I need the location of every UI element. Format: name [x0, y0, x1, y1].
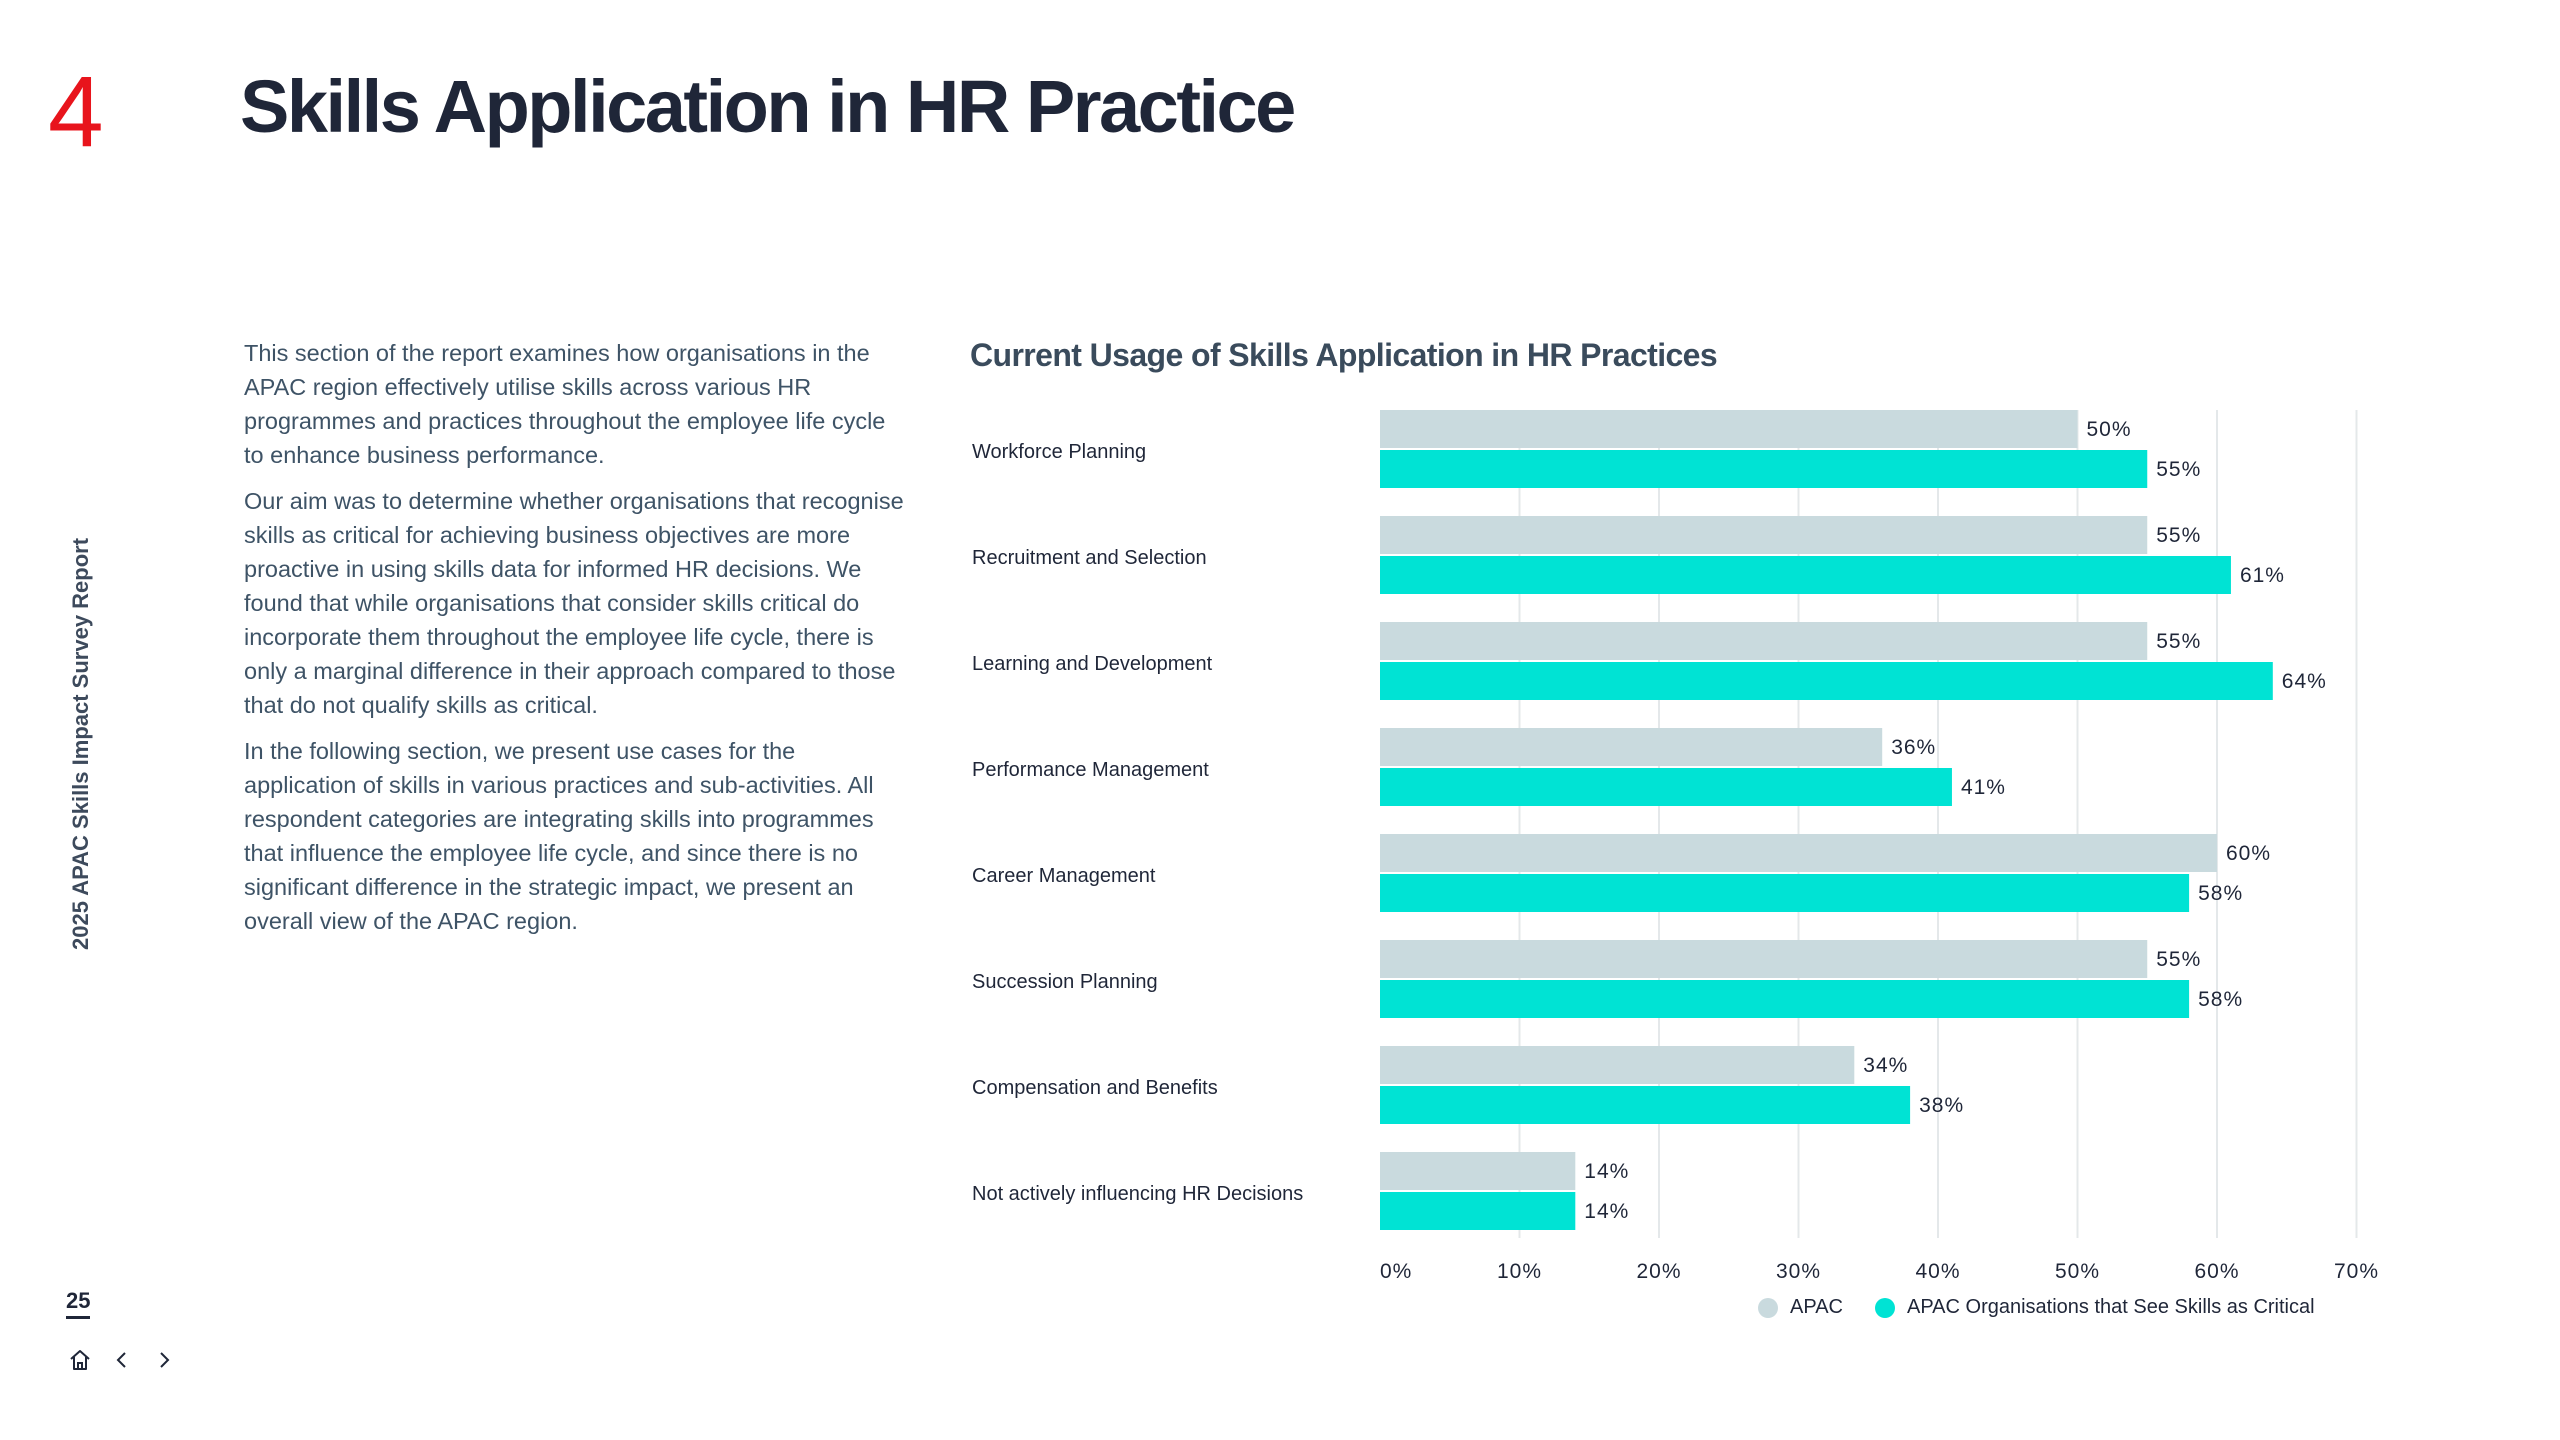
x-tick-label: 60% [2194, 1260, 2239, 1283]
intro-text: This section of the report examines how … [244, 336, 904, 950]
page-navigation [66, 1346, 178, 1374]
category-label: Performance Management [972, 759, 1209, 781]
data-label: 14% [1584, 1200, 1629, 1223]
home-icon[interactable] [66, 1346, 94, 1374]
data-label: 61% [2240, 564, 2285, 587]
data-label: 55% [2156, 524, 2201, 547]
bar-apac [1380, 1046, 1855, 1084]
bar-critical [1380, 662, 2273, 700]
x-tick-label: 30% [1776, 1260, 1821, 1283]
chevron-left-icon[interactable] [108, 1346, 136, 1374]
legend-label-critical: APAC Organisations that See Skills as Cr… [1906, 1296, 2315, 1318]
chevron-right-icon[interactable] [150, 1346, 178, 1374]
bar-apac [1380, 410, 2078, 448]
category-label: Recruitment and Selection [972, 547, 1207, 569]
data-label: 60% [2226, 842, 2271, 865]
bar-apac [1380, 834, 2217, 872]
bar-critical [1380, 450, 2148, 488]
legend-item-apac: APAC [1758, 1296, 1843, 1319]
bar-apac [1380, 516, 2148, 554]
data-label: 36% [1891, 736, 1936, 759]
bar-critical [1380, 556, 2231, 594]
x-tick-label: 20% [1636, 1260, 1681, 1283]
intro-paragraph: This section of the report examines how … [244, 340, 886, 468]
x-tick-label: 50% [2055, 1260, 2100, 1283]
section-number: 4 [48, 56, 104, 168]
bar-apac [1380, 728, 1883, 766]
bar-critical [1380, 768, 1952, 806]
category-label: Career Management [972, 865, 1156, 887]
page-number: 25 [66, 1290, 91, 1319]
page-title: Skills Application in HR Practice [240, 65, 1296, 148]
data-label: 41% [1961, 776, 2006, 799]
bar-critical [1380, 874, 2190, 912]
x-tick-label: 0% [1380, 1260, 1412, 1283]
x-tick-label: 40% [1915, 1260, 1960, 1283]
intro-paragraph: In the following section, we present use… [244, 738, 874, 934]
category-label: Succession Planning [972, 971, 1158, 993]
legend-swatch-apac [1758, 1297, 1778, 1318]
bar-critical [1380, 1192, 1576, 1230]
category-label: Learning and Development [972, 653, 1213, 675]
data-label: 55% [2156, 630, 2201, 653]
data-label: 50% [2087, 418, 2132, 441]
bar-apac [1380, 1152, 1576, 1190]
x-tick-label: 70% [2334, 1260, 2379, 1283]
category-label: Compensation and Benefits [972, 1077, 1218, 1099]
data-label: 38% [1919, 1094, 1964, 1117]
data-label: 58% [2198, 988, 2243, 1011]
data-label: 64% [2282, 670, 2327, 693]
data-label: 55% [2156, 948, 2201, 971]
data-label: 34% [1863, 1054, 1908, 1077]
chart-legend: APAC APAC Organisations that See Skills … [1758, 1296, 2335, 1319]
data-label: 55% [2156, 458, 2201, 481]
category-label: Workforce Planning [972, 441, 1146, 463]
data-label: 58% [2198, 882, 2243, 905]
category-label: Not actively influencing HR Decisions [972, 1183, 1303, 1205]
data-label: 14% [1584, 1160, 1629, 1183]
legend-swatch-critical [1874, 1297, 1895, 1318]
legend-item-critical: APAC Organisations that See Skills as Cr… [1874, 1296, 2315, 1319]
legend-label-apac: APAC [1790, 1296, 1843, 1318]
intro-paragraph: Our aim was to determine whether organis… [244, 488, 904, 718]
bar-critical [1380, 980, 2190, 1018]
bar-apac [1380, 622, 2148, 660]
bar-apac [1380, 940, 2148, 978]
chart-title: Current Usage of Skills Application in H… [970, 337, 1718, 373]
bar-critical [1380, 1086, 1911, 1124]
x-tick-label: 10% [1497, 1260, 1542, 1283]
